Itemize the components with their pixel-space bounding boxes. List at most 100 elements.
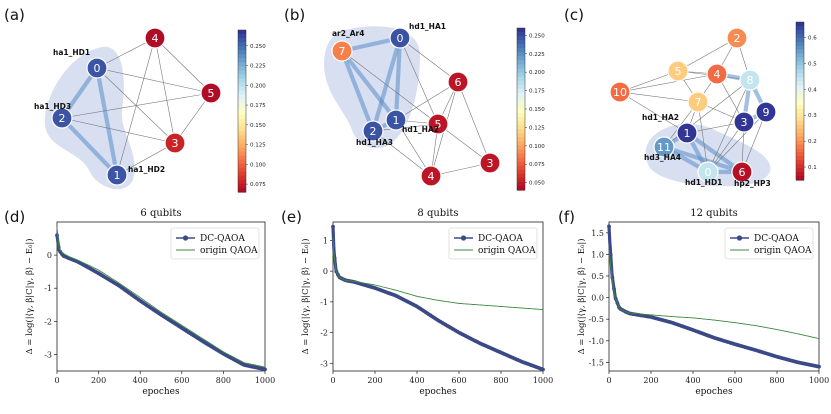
colorbar-segment bbox=[517, 145, 525, 151]
colorbar-segment bbox=[238, 171, 246, 177]
edge-thin bbox=[154, 37, 176, 144]
node-name-label: hd3_HA4 bbox=[644, 153, 681, 162]
colorbar-segment bbox=[796, 61, 804, 67]
colorbar-segment bbox=[517, 64, 525, 70]
legend-box bbox=[170, 227, 260, 260]
edge-thin bbox=[399, 37, 459, 83]
panel-label: (e) bbox=[281, 208, 302, 226]
colorbar-segment bbox=[517, 40, 525, 45]
colorbar-tick-label: 0.125 bbox=[250, 143, 266, 149]
colorbar-segment bbox=[796, 49, 804, 55]
colorbar-tick-label: 0.175 bbox=[529, 89, 545, 95]
y-tick-label: 1 bbox=[323, 236, 328, 245]
line-chart-0: (d) 6 qubits 0 200 400 600 800 1000 -3 -2 -1 0 epoch… bbox=[4, 208, 275, 397]
colorbar-segment bbox=[517, 129, 525, 134]
node-id-label: 7 bbox=[339, 45, 346, 58]
y-tick-label: -3 bbox=[44, 350, 52, 359]
node-id-label: 2 bbox=[59, 112, 66, 125]
legend-label: DC-QAOA bbox=[754, 234, 799, 244]
x-axis-label: epoches bbox=[695, 387, 733, 397]
node-id-label: 5 bbox=[435, 118, 442, 131]
colorbar-segment bbox=[517, 137, 525, 142]
colorbar-segment bbox=[238, 151, 246, 157]
y-tick-label: -3 bbox=[320, 359, 328, 368]
edge-thick bbox=[60, 116, 119, 177]
colorbar-segment bbox=[517, 149, 525, 155]
y-tick-label: 0 bbox=[323, 267, 328, 276]
panel-label: (a) bbox=[4, 6, 25, 24]
colorbar-segment bbox=[238, 74, 246, 80]
colorbar-segment bbox=[796, 152, 804, 157]
colorbar-segment bbox=[517, 72, 525, 78]
node-id-label: 10 bbox=[613, 86, 627, 99]
node-id-label: 9 bbox=[763, 106, 770, 119]
colorbar-tick-label: 0.6 bbox=[808, 36, 817, 42]
line-chart-1: (e) 8 qubits 0 200 400 600 800 1000 -3 -2 -1 0 1 epoc… bbox=[281, 208, 553, 397]
colorbar-segment bbox=[238, 131, 246, 136]
colorbar-segment bbox=[796, 148, 804, 153]
colorbar-segment bbox=[796, 53, 804, 59]
edge-thin bbox=[619, 73, 718, 93]
node-6 bbox=[731, 161, 753, 183]
y-tick-label: -2 bbox=[44, 317, 52, 326]
series-0-point bbox=[607, 224, 611, 229]
colorbar-segment bbox=[796, 156, 804, 161]
colorbar-segment bbox=[796, 73, 804, 78]
chart-title: 8 qubits bbox=[417, 208, 458, 219]
x-tick-label: 400 bbox=[133, 376, 148, 385]
colorbar-segment bbox=[517, 100, 525, 106]
x-axis-label: epoches bbox=[419, 387, 457, 397]
node-id-label: 2 bbox=[734, 32, 741, 45]
node-id-label: 4 bbox=[428, 170, 435, 183]
node-7 bbox=[687, 91, 709, 113]
colorbar-segment bbox=[238, 127, 246, 132]
network-panel-0: (a) 0 1 2 3 4 5 ha1_HD1 ha1_HD3 ha1_HD2 0.250 0.225… bbox=[4, 6, 266, 193]
y-tick-label: 0.0 bbox=[591, 294, 604, 303]
colorbar-segment bbox=[238, 159, 246, 165]
colorbar-segment bbox=[517, 177, 525, 183]
colorbar-segment bbox=[517, 56, 525, 61]
panel-label: (c) bbox=[564, 6, 584, 24]
colorbar-segment bbox=[517, 141, 525, 147]
x-tick-label: 400 bbox=[409, 376, 424, 385]
colorbar-segment bbox=[517, 117, 525, 122]
chart-title: 12 qubits bbox=[690, 208, 738, 219]
node-id-label: 3 bbox=[172, 137, 179, 150]
node-0 bbox=[86, 57, 108, 79]
node-id-label: 2 bbox=[370, 125, 377, 138]
colorbar-segment bbox=[796, 85, 804, 90]
colorbar-segment bbox=[238, 94, 246, 100]
colorbar-segment bbox=[517, 185, 525, 191]
node-1 bbox=[385, 109, 407, 131]
colorbar-segment bbox=[796, 132, 804, 138]
colorbar-segment bbox=[796, 101, 804, 106]
colorbar-tick-label: 0.175 bbox=[250, 103, 266, 109]
colorbar-segment bbox=[238, 155, 246, 161]
node-id-label: 0 bbox=[397, 32, 404, 45]
series-0-point bbox=[263, 367, 267, 372]
node-3 bbox=[733, 111, 755, 133]
colorbar-segment bbox=[238, 78, 246, 84]
colorbar-tick-label: 0.2 bbox=[808, 139, 817, 145]
colorbar-segment bbox=[517, 36, 525, 41]
node-4 bbox=[706, 63, 728, 85]
series-0-point bbox=[331, 224, 335, 229]
colorbar-tick-label: 0.5 bbox=[808, 61, 817, 67]
edge-thin bbox=[116, 142, 176, 176]
colorbar-segment bbox=[517, 84, 525, 90]
colorbar-tick-label: 0.075 bbox=[250, 182, 266, 188]
colorbar-tick-label: 0.150 bbox=[250, 123, 266, 129]
legend-label: DC-QAOA bbox=[200, 234, 245, 244]
colorbar-segment bbox=[517, 165, 525, 171]
node-1 bbox=[106, 164, 128, 186]
colorbar-segment bbox=[796, 45, 804, 51]
node-2 bbox=[362, 120, 384, 142]
edge-thin bbox=[96, 37, 156, 69]
colorbar-segment bbox=[796, 128, 804, 134]
node-name-label: ha1_HD1 bbox=[53, 48, 90, 57]
node-8 bbox=[739, 69, 761, 91]
series-0-point bbox=[817, 364, 821, 369]
colorbar-segment bbox=[517, 113, 525, 118]
node-name-label: hd1_HA1 bbox=[409, 22, 446, 31]
colorbar-segment bbox=[796, 57, 804, 63]
